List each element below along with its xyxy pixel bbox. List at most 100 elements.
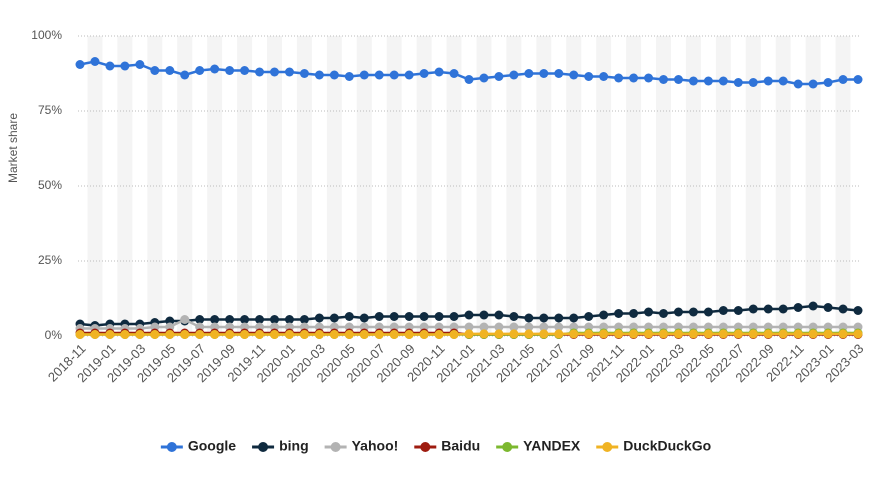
point: [314, 330, 324, 339]
point: [479, 322, 489, 332]
point: [419, 312, 429, 321]
point: [554, 69, 564, 78]
point: [718, 76, 728, 86]
point: [225, 66, 235, 75]
y-tick-label: 100%: [31, 28, 62, 42]
point: [599, 72, 609, 81]
point: [434, 67, 444, 77]
point: [599, 329, 609, 339]
point: [703, 329, 713, 339]
point: [75, 330, 85, 339]
point: [344, 312, 354, 321]
band: [117, 36, 133, 336]
point: [404, 70, 414, 80]
point: [703, 76, 713, 86]
point: [823, 78, 833, 87]
point: [225, 315, 235, 324]
point: [150, 66, 160, 75]
band: [147, 36, 163, 336]
legend-label: Google: [188, 438, 236, 454]
point: [180, 315, 190, 324]
point: [808, 301, 818, 311]
point: [240, 330, 250, 339]
point: [344, 330, 354, 339]
point: [629, 73, 639, 83]
point: [659, 309, 668, 318]
point: [284, 330, 294, 339]
point: [120, 330, 130, 339]
point: [733, 306, 743, 315]
point: [419, 69, 429, 78]
point: [823, 303, 833, 312]
legend-label: bing: [279, 438, 309, 454]
legend-marker: [258, 442, 269, 452]
point: [180, 70, 190, 80]
point: [270, 315, 279, 324]
point: [479, 329, 489, 339]
point: [569, 329, 579, 339]
point: [838, 75, 848, 84]
point: [673, 75, 683, 84]
point: [554, 322, 564, 332]
point: [90, 57, 100, 66]
point: [210, 315, 220, 324]
point: [644, 329, 654, 339]
band: [87, 36, 103, 336]
point: [299, 330, 309, 339]
point: [569, 313, 579, 323]
point: [255, 315, 265, 324]
point: [299, 315, 309, 324]
point: [494, 329, 504, 339]
point: [389, 330, 399, 339]
point: [464, 75, 474, 84]
point: [524, 69, 534, 78]
point: [374, 330, 384, 339]
point: [823, 329, 833, 339]
point: [210, 64, 220, 74]
point: [644, 73, 654, 83]
point: [793, 79, 803, 89]
point: [524, 313, 534, 323]
point: [614, 73, 624, 83]
legend-label: DuckDuckGo: [623, 438, 711, 454]
point: [165, 330, 175, 339]
point: [135, 330, 145, 339]
point: [284, 315, 294, 324]
y-tick-label: 25%: [38, 253, 62, 267]
point: [659, 329, 668, 339]
point: [554, 329, 564, 339]
point: [494, 322, 504, 332]
y-axis-label: Market share: [6, 113, 20, 183]
point: [733, 329, 743, 339]
point: [629, 309, 639, 318]
legend-marker: [330, 442, 341, 452]
point: [808, 79, 818, 89]
point: [688, 307, 698, 317]
point: [748, 329, 758, 339]
point: [778, 304, 788, 314]
point: [509, 329, 519, 339]
point: [359, 313, 369, 323]
point: [763, 76, 773, 86]
point: [494, 310, 504, 320]
point: [75, 60, 85, 69]
point: [195, 315, 205, 324]
point: [688, 76, 698, 86]
point: [793, 303, 803, 312]
point: [584, 72, 594, 81]
point: [494, 72, 504, 81]
point: [793, 329, 803, 339]
point: [748, 304, 758, 314]
point: [569, 70, 579, 80]
point: [359, 330, 369, 339]
point: [464, 310, 474, 320]
point: [449, 312, 459, 321]
point: [359, 70, 369, 80]
point: [404, 312, 414, 321]
point: [673, 307, 683, 317]
point: [255, 67, 265, 77]
point: [374, 70, 384, 80]
point: [240, 315, 250, 324]
point: [225, 330, 235, 339]
